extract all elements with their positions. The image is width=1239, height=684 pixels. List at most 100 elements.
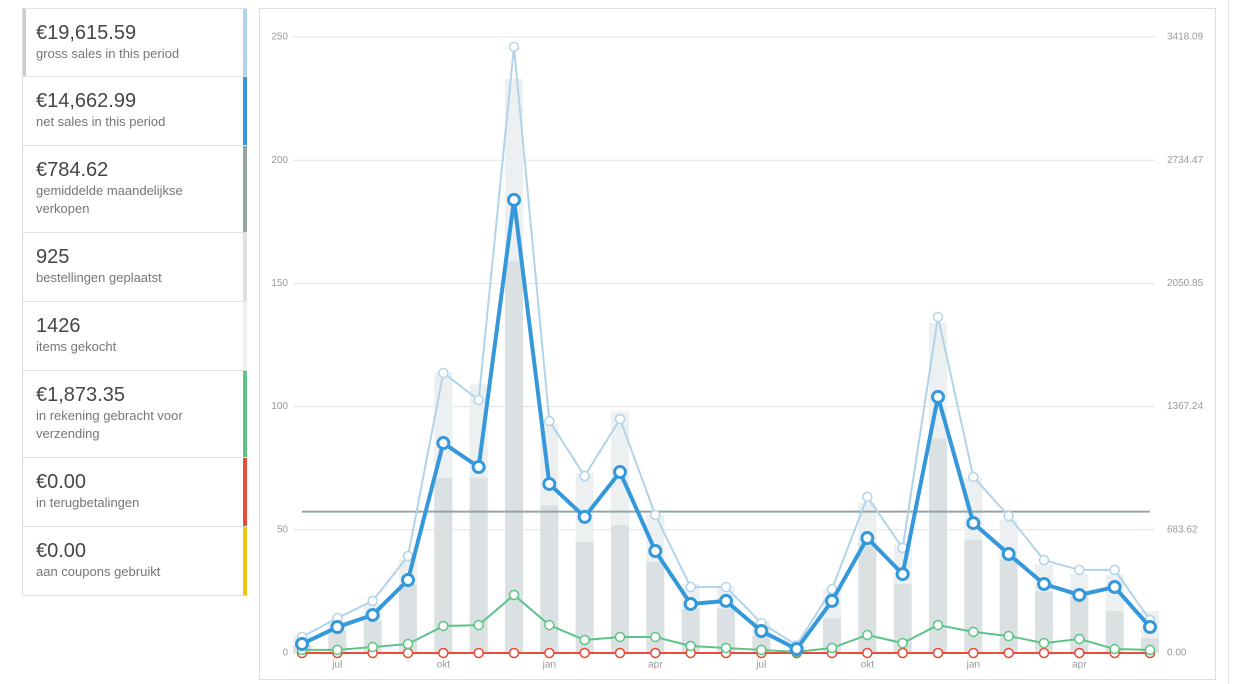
series-point <box>650 647 661 659</box>
series-point <box>897 637 908 649</box>
series-line <box>301 45 1151 647</box>
x-tick-label: okt <box>437 660 451 671</box>
series-point <box>473 647 484 659</box>
bar <box>929 438 947 653</box>
bar <box>575 542 594 653</box>
series-point <box>579 634 590 646</box>
legend-item[interactable]: €19,615.59 gross sales in this period <box>23 8 247 76</box>
series-point <box>1037 576 1051 591</box>
series-point <box>650 509 661 521</box>
series-point <box>1038 647 1050 659</box>
bar <box>964 539 983 653</box>
y2-tick-label: 0.00 <box>1167 648 1187 659</box>
legend-total: 1426 <box>36 315 81 337</box>
series-point <box>1001 547 1016 562</box>
legend-total: €0.00 <box>36 540 87 562</box>
bar <box>505 261 523 653</box>
series-point <box>1003 647 1014 659</box>
series-point <box>473 394 484 406</box>
bar <box>1035 591 1053 653</box>
series-point <box>577 509 592 524</box>
legend-total: 925 <box>36 246 70 268</box>
series-point <box>1038 637 1050 649</box>
series-point <box>365 607 380 622</box>
y2-tick-label: 683.62 <box>1167 524 1198 535</box>
y2-tick-label: 2734.47 <box>1167 155 1204 166</box>
y-tick-label: 150 <box>271 278 288 289</box>
series-point <box>862 629 873 641</box>
series-point <box>1074 633 1085 645</box>
series-point <box>367 641 378 653</box>
series-point <box>507 192 521 207</box>
legend-label: gemiddelde maandelijkse verkopen <box>36 183 183 216</box>
series-point <box>1072 587 1087 602</box>
series-point <box>650 631 661 643</box>
legend-total: €14,662.99 <box>36 90 137 112</box>
x-tick-label: jan <box>542 660 556 671</box>
x-tick-label: jul <box>755 660 766 671</box>
series-point <box>544 647 555 659</box>
series-point <box>473 619 484 631</box>
series-point <box>542 476 557 491</box>
x-tick-label: jul <box>331 660 342 671</box>
series-point <box>614 647 626 659</box>
legend-item[interactable]: 1426 items gekocht <box>23 301 247 370</box>
series-point <box>332 644 343 656</box>
legend-color <box>243 527 247 595</box>
legend-panel: €19,615.59 gross sales in this period €14,… <box>22 8 247 596</box>
series-point <box>614 631 626 643</box>
x-tick-label: apr <box>648 660 663 671</box>
legend-label: items gekocht <box>36 339 117 354</box>
legend-item[interactable]: €0.00 aan coupons gebruikt <box>23 526 247 595</box>
y-tick-label: 0 <box>282 648 288 659</box>
series-point <box>968 626 979 638</box>
bar <box>681 608 700 653</box>
legend-item[interactable]: 925 bestellingen geplaatst <box>23 232 247 301</box>
legend-color <box>243 371 247 457</box>
series-point <box>826 642 838 654</box>
legend-total: €784.62 <box>36 159 109 181</box>
bar <box>858 542 877 653</box>
legend-color <box>243 458 247 526</box>
series-point <box>508 589 520 601</box>
legend-color <box>243 233 247 301</box>
series-point <box>685 640 696 652</box>
scrollbar-edge <box>1228 0 1229 684</box>
series-point <box>579 470 590 482</box>
series-point <box>1003 630 1014 642</box>
series-point <box>932 647 944 659</box>
y-tick-label: 200 <box>271 155 288 166</box>
bar <box>611 524 629 653</box>
legend-color <box>243 77 247 145</box>
series-point <box>436 436 451 451</box>
series-point <box>1107 580 1122 595</box>
legend-label: in terugbetalingen <box>36 495 140 510</box>
legend-item[interactable]: €1,873.35 in rekening gebracht voor verze… <box>23 370 247 457</box>
legend-total: €19,615.59 <box>36 22 137 44</box>
series-point <box>508 41 520 53</box>
bar <box>469 478 488 653</box>
series-point <box>720 642 732 654</box>
series-point <box>897 647 908 659</box>
series-point <box>544 619 555 631</box>
series-point <box>966 516 981 531</box>
series-point <box>579 647 590 659</box>
series-point <box>860 531 875 546</box>
series-point <box>1074 564 1085 576</box>
series-point <box>508 647 520 659</box>
series-point <box>754 624 769 639</box>
legend-item[interactable]: €0.00 in terugbetalingen <box>23 457 247 526</box>
series-point <box>719 593 733 608</box>
series-point <box>438 647 449 659</box>
legend-label: aan coupons gebruikt <box>36 564 161 579</box>
series-point <box>648 543 663 558</box>
legend-item[interactable]: €784.62 gemiddelde maandelijkse verkopen <box>23 145 247 232</box>
series-point <box>471 460 486 475</box>
series-point <box>1143 620 1157 635</box>
legend-item[interactable]: €14,662.99 net sales in this period <box>23 76 247 145</box>
legend-label: gross sales in this period <box>36 46 180 61</box>
series-point <box>613 465 627 480</box>
